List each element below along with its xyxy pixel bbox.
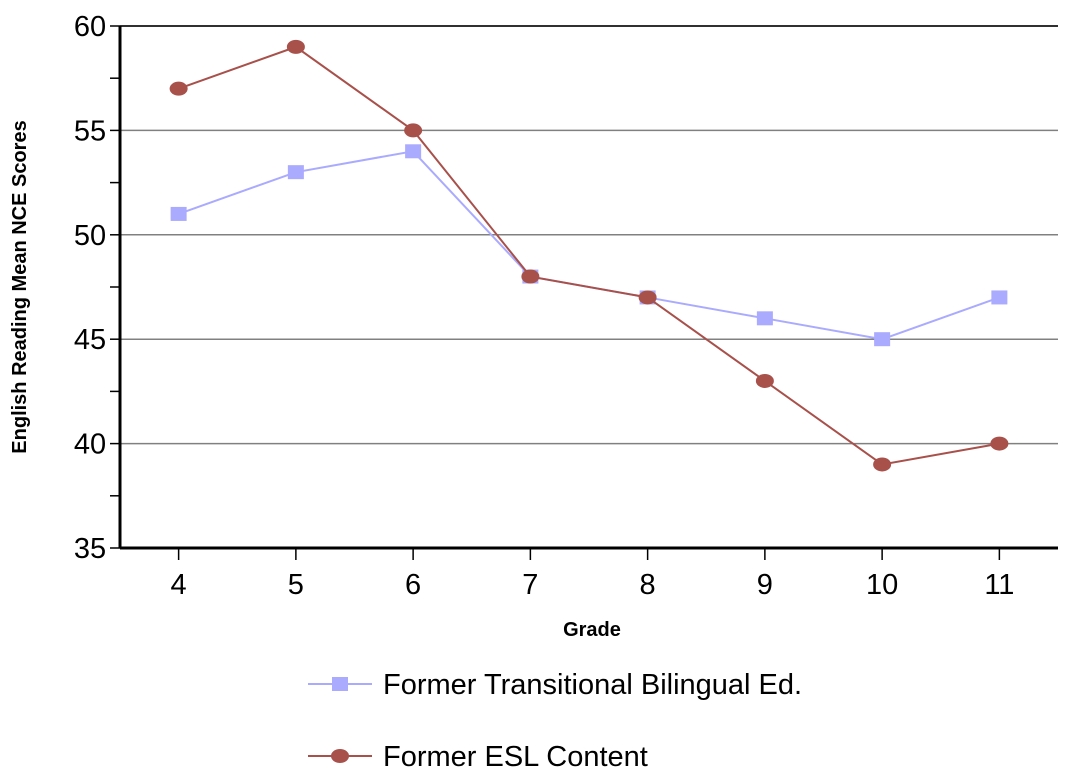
x-tick-label: 11: [984, 569, 1014, 601]
legend-label: Former ESL Content: [383, 741, 648, 773]
x-tick-label: 6: [405, 569, 421, 601]
x-tick-label: 10: [866, 569, 898, 601]
legend-label: Former Transitional Bilingual Ed.: [383, 669, 802, 701]
series-1: [170, 144, 1008, 347]
x-tick-label: 7: [522, 569, 538, 601]
data-point: [169, 81, 188, 96]
data-point: [170, 206, 187, 221]
data-point: [991, 290, 1008, 305]
x-tick-label: 5: [288, 569, 304, 601]
gridlines: [120, 25, 1058, 445]
y-tick-label: 55: [74, 115, 106, 147]
legend-item-1: Former Transitional Bilingual Ed.: [308, 669, 802, 701]
data-point: [286, 39, 305, 54]
x-tick-label: 4: [171, 569, 187, 601]
y-tick-label: 60: [74, 11, 106, 43]
series-line: [178, 150, 1000, 341]
data-point: [755, 373, 774, 388]
y-tick-label: 50: [74, 220, 106, 252]
data-point: [287, 165, 304, 180]
x-tick-label: 9: [757, 569, 773, 601]
y-tick-label: 40: [74, 429, 106, 461]
data-point: [873, 457, 892, 472]
y-tick-label: 45: [74, 324, 106, 356]
data-point: [521, 269, 540, 284]
legend-marker: [332, 677, 348, 691]
x-axis-title: Grade: [563, 619, 621, 641]
x-tick-label: 8: [640, 569, 656, 601]
data-point: [404, 123, 423, 138]
data-point: [874, 332, 891, 347]
y-tick-label: 35: [74, 533, 106, 565]
data-point: [990, 436, 1009, 451]
data-point: [756, 311, 773, 326]
data-point: [405, 144, 422, 159]
legend: Former Transitional Bilingual Ed. Former …: [308, 669, 802, 773]
legend-item-2: Former ESL Content: [308, 741, 648, 773]
y-axis-title: English Reading Mean NCE Scores: [9, 120, 31, 453]
series-group: [169, 39, 1009, 472]
series-2: [169, 39, 1009, 472]
data-point: [638, 290, 657, 305]
legend-marker: [331, 749, 349, 763]
series-line: [178, 45, 1000, 466]
axes: [110, 25, 1058, 560]
